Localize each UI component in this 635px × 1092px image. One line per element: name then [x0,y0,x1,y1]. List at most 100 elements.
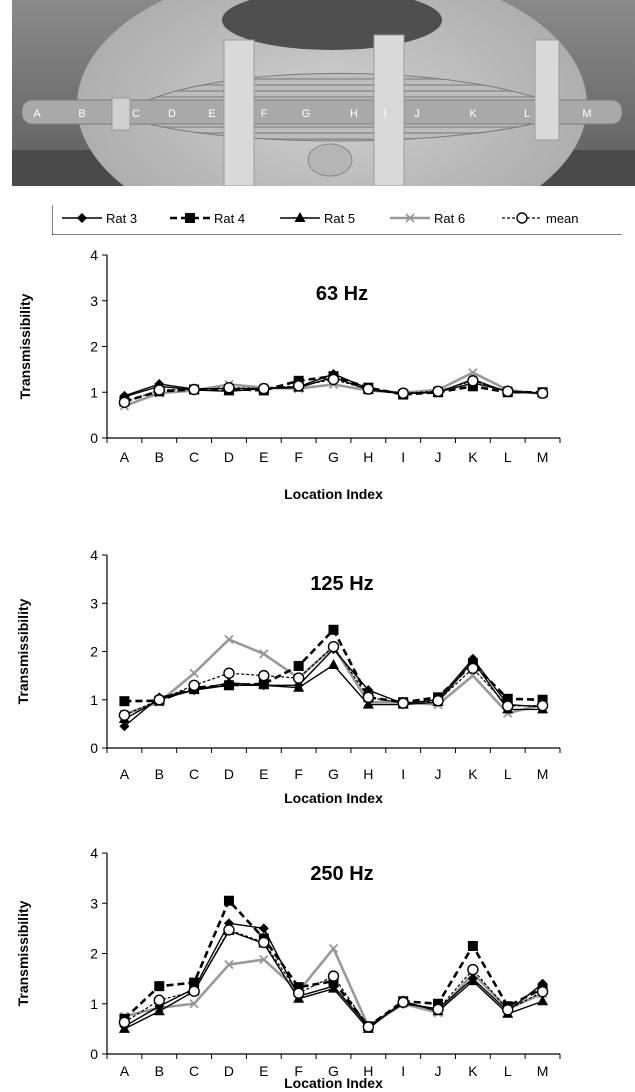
data-point [467,975,479,986]
x-tick-label: M [537,449,549,465]
legend-label: Rat 4 [214,211,245,226]
x-tick-label: B [155,766,164,782]
data-point [223,679,235,690]
legend-label: mean [546,211,579,226]
data-point [362,698,374,709]
x-tick-label: E [259,766,268,782]
y-tick-label: 0 [90,740,98,756]
y-tick-label: 1 [90,996,98,1012]
y-tick-label: 3 [90,595,98,611]
data-point [537,995,549,1006]
data-point [119,696,130,707]
photo-location-label: I [383,108,386,120]
y-axis-title: Transmissibility [15,900,31,1006]
photo-location-label: M [582,108,591,120]
x-tick-label: C [189,449,199,465]
x-tick-label: F [294,1063,303,1079]
photo-location-label: A [33,108,41,120]
legend-entry: mean [502,211,579,226]
data-point [362,691,375,704]
legend-entry: Rat 4 [170,211,245,226]
data-point [502,1004,514,1016]
specimen-photo: A B C D E F G H I J K L M [12,0,635,186]
data-point [153,694,165,706]
photo-location-label: F [261,108,268,120]
x-tick-label: A [120,1063,130,1079]
x-tick-label: M [537,766,549,782]
data-point [223,667,235,679]
chart-250hz: 0 1 2 3 4 A B C D E F G H I J K L M Location Index Transmis… [15,845,561,1091]
x-tick-label: G [328,1063,339,1079]
data-point [536,387,549,399]
y-tick-label: 1 [90,384,98,400]
data-point [189,977,200,988]
data-point [258,382,270,395]
x-tick-label: I [401,1063,405,1079]
data-point [189,999,199,1009]
data-point [467,963,479,976]
x-tick-label: C [189,766,199,782]
data-point [259,954,269,965]
x-tick-label: I [401,449,405,465]
chart-legend: Rat 3 Rat 4 Rat 5 Rat 6 mean [52,205,622,235]
photo-location-label: D [168,108,176,120]
y-tick-label: 3 [90,293,98,309]
series-rat-4 [119,895,548,1032]
x-tick-label: F [294,449,303,465]
chart-title: 63 Hz [316,283,368,305]
data-point [537,694,548,705]
photo-location-label: L [524,108,530,120]
x-tick-label: J [435,1063,442,1079]
data-point [328,659,339,670]
x-tick-label: C [189,1063,199,1079]
photo-location-label: K [469,108,477,120]
legend-marker [405,213,415,223]
x-tick-label: L [504,1063,512,1079]
chart-title: 125 Hz [310,573,373,595]
x-axis-title: Location Index [284,1075,383,1091]
data-point [467,662,479,675]
x-tick-label: G [328,449,339,465]
x-tick-label: J [435,766,442,782]
data-point [397,697,409,709]
data-point [258,679,270,690]
data-point [118,396,131,409]
data-point [118,709,131,721]
clamp-1 [223,39,255,186]
x-tick-label: A [120,449,130,465]
x-tick-label: A [120,766,130,782]
x-tick-label: L [504,766,512,782]
photo-location-label: B [78,108,85,120]
data-point [292,672,305,684]
x-tick-label: L [504,449,512,465]
data-point [502,700,514,712]
data-point [467,940,478,951]
data-point [468,367,478,378]
data-point [537,978,548,989]
data-point [536,985,549,998]
legend-label: Rat 6 [434,211,465,226]
data-point [467,655,479,666]
x-tick-label: B [155,449,164,465]
clamp-3 [534,39,560,141]
series-mean [118,640,549,721]
x-tick-label: H [363,449,373,465]
x-tick-label: M [537,1063,549,1079]
y-tick-label: 0 [90,430,98,446]
x-tick-label: H [363,1063,373,1079]
clamp-2 [373,34,405,186]
x-tick-label: D [224,449,234,465]
series-mean [118,924,549,1033]
y-tick-label: 4 [90,547,98,563]
chart-125hz: 0 1 2 3 4 A B C D E F G H I J K L M Location Index Transmis… [15,547,561,806]
legend-marker [77,213,87,223]
x-tick-label: E [259,1063,268,1079]
y-tick-label: 0 [90,1046,98,1062]
x-tick-label: G [328,766,339,782]
legend-label: Rat 3 [106,211,137,226]
photo-location-label: G [302,108,311,120]
data-point [327,970,340,982]
data-point [328,943,339,954]
y-tick-label: 2 [90,339,98,355]
legend-entry: Rat 3 [62,211,137,226]
